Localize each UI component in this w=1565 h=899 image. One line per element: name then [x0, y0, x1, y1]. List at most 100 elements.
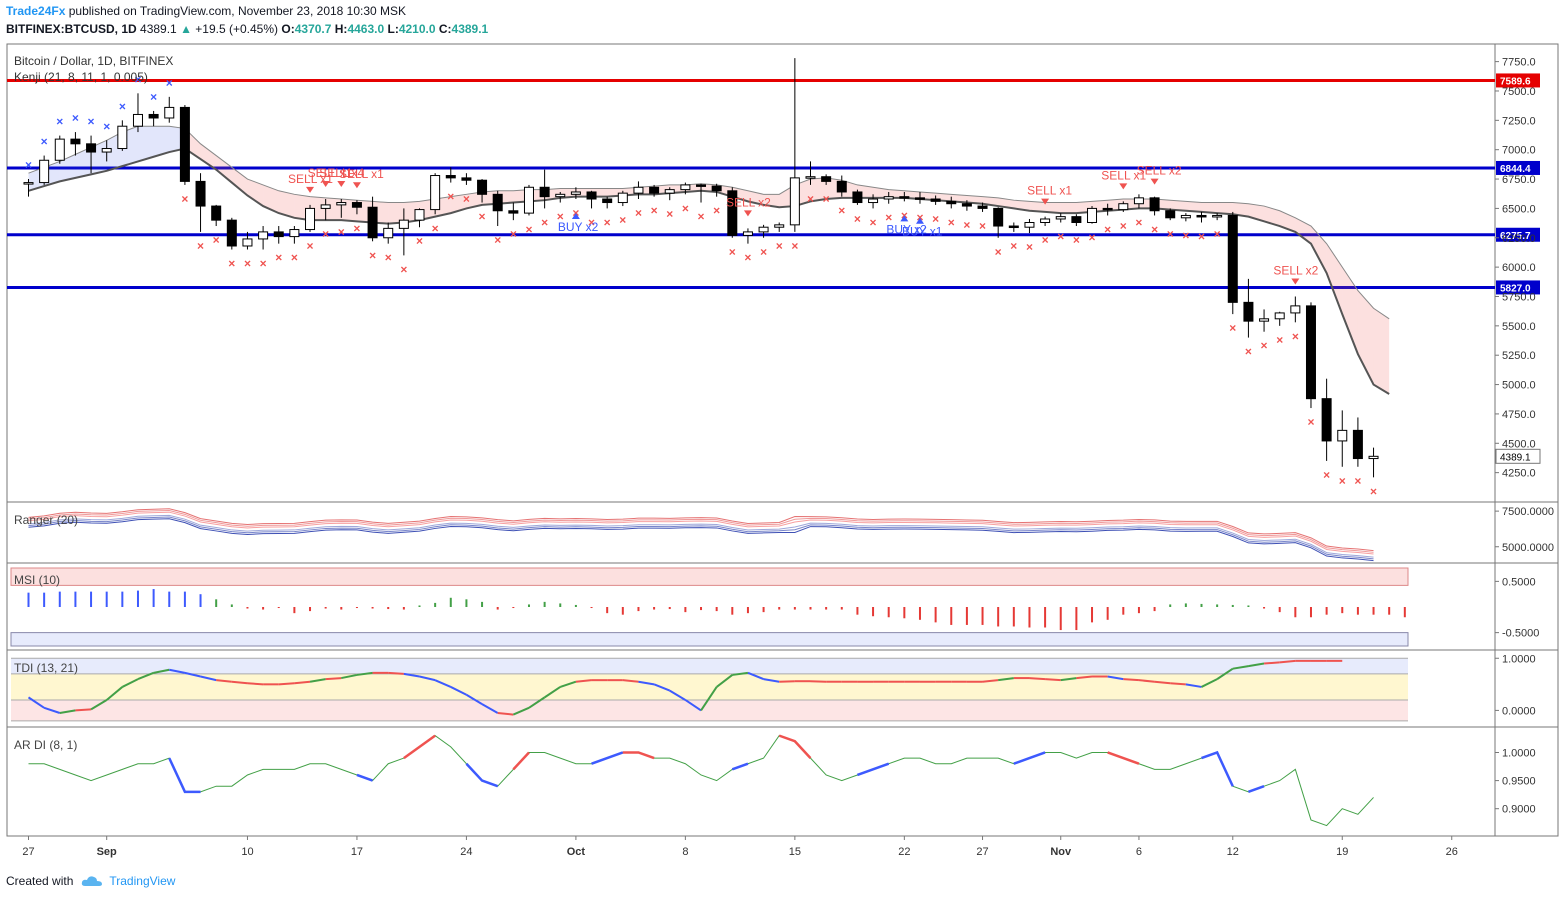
sell-arrow-icon	[306, 186, 315, 193]
published-text: published on TradingView.com, November 2…	[68, 4, 407, 18]
cross-marker: ×	[541, 215, 548, 229]
cloud-segment	[450, 194, 467, 214]
cross-marker: ×	[260, 257, 267, 271]
ardi-highlight	[1013, 751, 1046, 765]
cross-marker: ×	[1276, 333, 1283, 347]
cloud-segment	[966, 195, 983, 204]
cloud-segment	[951, 194, 967, 203]
candle-body	[1321, 398, 1332, 442]
level-label: 6844.4	[1500, 164, 1531, 175]
publish-line: Trade24Fx published on TradingView.com, …	[6, 2, 1546, 20]
tdi-segment	[121, 678, 139, 688]
cross-marker: ×	[1026, 240, 1033, 254]
cloud-segment	[1264, 206, 1280, 227]
y-tick-label: 7500.0	[1502, 86, 1536, 98]
y-tick-label: 4500.0	[1502, 438, 1536, 450]
cloud-segment	[1185, 201, 1202, 212]
candle-body	[383, 227, 394, 239]
x-tick-label: 24	[460, 846, 472, 858]
panel-tick-label: -0.5000	[1502, 628, 1539, 640]
tdi-segment	[153, 668, 170, 674]
cloud-segment	[388, 202, 404, 224]
tdi-segment	[27, 696, 45, 709]
tdi-segment	[622, 679, 639, 683]
last-price-tag	[1495, 448, 1541, 464]
x-tick-label: Sep	[97, 846, 117, 858]
cloud-segment	[200, 143, 217, 170]
msi-upper-zone	[10, 567, 1409, 586]
sell-label: SELL x2	[1273, 263, 1318, 277]
author-link[interactable]: Trade24Fx	[6, 4, 66, 18]
x-tick-label: 19	[1336, 846, 1348, 858]
cloud-icon	[82, 876, 103, 886]
cross-marker: ×	[400, 262, 407, 276]
candle-body	[70, 138, 81, 145]
sell-arrow-icon	[1041, 198, 1050, 205]
candle-body	[774, 224, 785, 228]
sell-label: SELL x4	[319, 166, 364, 180]
candle-body	[1352, 429, 1363, 460]
candle-body	[758, 226, 769, 233]
panel-tick-label: 1.0000	[1502, 747, 1536, 759]
y-tick-label: 4250.0	[1502, 468, 1536, 480]
cross-marker: ×	[1370, 484, 1377, 498]
ardi-highlight	[622, 751, 655, 760]
tdi-segment	[481, 703, 499, 714]
high-value: 4463.0	[347, 22, 385, 36]
tdi-segment	[294, 680, 311, 685]
cross-marker: ×	[870, 215, 877, 229]
candle-body	[1008, 225, 1019, 229]
cross-marker: ×	[134, 72, 141, 86]
candle-body	[649, 186, 660, 194]
cross-marker: ×	[635, 206, 642, 220]
tdi-segment	[1076, 675, 1093, 680]
tradingview-link[interactable]: TradingView	[81, 873, 175, 889]
cross-marker: ×	[322, 227, 329, 241]
change-value: +19.5 (+0.45%)	[195, 22, 279, 36]
candle-body	[351, 202, 362, 208]
sell-arrow-icon	[1291, 278, 1300, 285]
tdi-segment	[1123, 678, 1140, 682]
x-tick-label: 27	[976, 846, 988, 858]
cross-marker: ×	[948, 215, 955, 229]
sell-arrow-icon	[337, 181, 346, 188]
created-with-text: Created with	[6, 874, 74, 888]
tdi-upper-zone	[11, 658, 1408, 674]
candle-body	[101, 148, 112, 153]
y-tick-label: 5000.0	[1502, 380, 1536, 392]
candle-body	[430, 175, 441, 211]
buy-arrow-icon	[571, 213, 580, 220]
cross-marker: ×	[1182, 228, 1189, 242]
candle-body	[1274, 312, 1285, 320]
cross-marker: ×	[1245, 345, 1252, 359]
low-value: 4210.0	[398, 22, 436, 36]
time-axis[interactable]: 27 Sep 10 17 24 Oct 8 15 22 27 Nov 6 12 19 26	[22, 836, 1458, 858]
y-tick-label: 7000.0	[1502, 145, 1536, 157]
tdi-segment	[325, 677, 342, 681]
candle-body	[1024, 222, 1035, 228]
cross-marker: ×	[979, 219, 986, 233]
msi-lower-zone	[10, 632, 1409, 647]
price-axis[interactable]: 4250.0 4500.0 4750.0 5000.0 5250.0 5500.0 5750…	[1495, 57, 1541, 480]
cross-marker: ×	[307, 239, 314, 253]
candle-body	[195, 180, 206, 207]
cross-marker: ×	[228, 257, 235, 271]
ardi-highlight	[1201, 750, 1234, 787]
tdi-segment	[747, 671, 764, 681]
x-tick-label: 26	[1446, 846, 1458, 858]
candle-body	[211, 205, 222, 221]
candles	[23, 58, 1379, 478]
candle-body	[789, 177, 800, 226]
cross-marker: ×	[1057, 230, 1064, 244]
candle-body	[39, 159, 50, 184]
tdi-segment	[982, 679, 999, 683]
tdi-segment	[309, 678, 326, 683]
cloud-segment	[137, 126, 154, 162]
tdi-segment	[669, 689, 686, 701]
tdi-segment	[684, 699, 702, 712]
tdi-segment	[356, 671, 373, 676]
cross-marker: ×	[244, 257, 251, 271]
tdi-segment	[403, 672, 420, 678]
cloud-segment	[466, 191, 483, 209]
